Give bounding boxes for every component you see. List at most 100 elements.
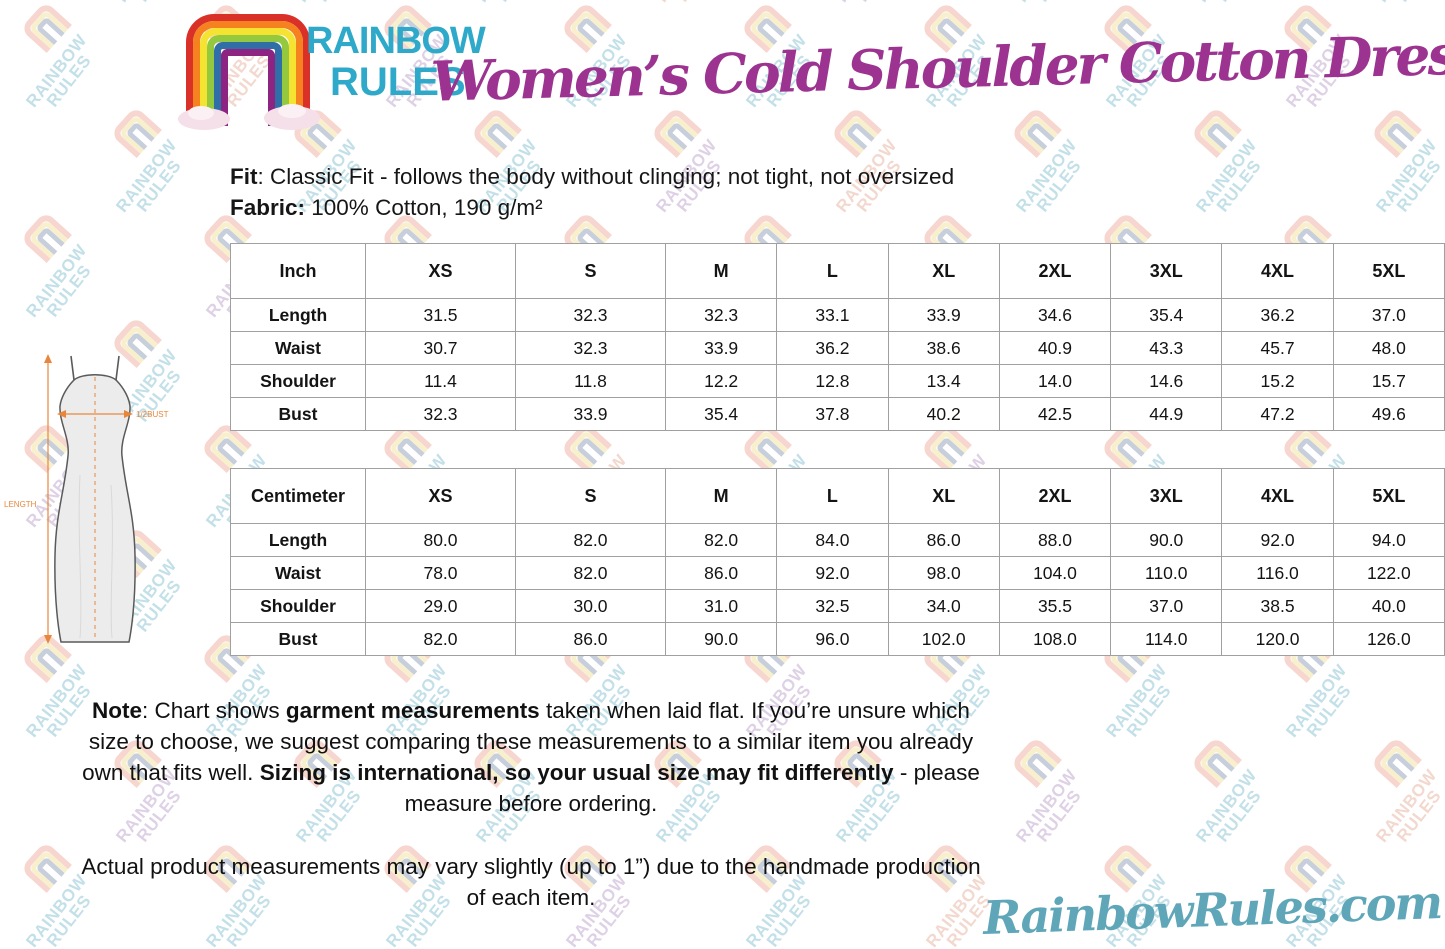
value-cell: 32.3 [515,298,666,332]
value-cell: 84.0 [776,523,889,557]
value-cell: 88.0 [998,523,1112,557]
size-header-cell: S [515,243,666,299]
value-cell: 35.4 [1110,298,1223,332]
row-label-cell: Bust [230,622,366,656]
value-cell: 86.0 [515,622,666,656]
value-cell: 36.2 [1221,298,1334,332]
value-cell: 114.0 [1110,622,1223,656]
size-header-cell: L [776,468,889,524]
value-cell: 104.0 [998,556,1112,590]
table-row: Waist 78.0 82.0 86.0 92.0 98.0 104.0 110.0 116.0… [230,556,1445,590]
value-cell: 34.6 [998,298,1112,332]
brand-name-line1: RAINBOW [306,20,486,62]
bust-label: 1/2BUST [136,410,169,419]
row-label-cell: Waist [230,331,366,365]
table-row: Bust 82.0 86.0 90.0 96.0 102.0 108.0 114.0 120.0… [230,622,1445,656]
value-cell: 33.1 [776,298,889,332]
size-header-cell: XL [887,243,1000,299]
value-cell: 78.0 [365,556,516,590]
value-cell: 30.7 [365,331,516,365]
value-cell: 98.0 [887,556,1000,590]
size-header-cell: 3XL [1110,243,1223,299]
value-cell: 82.0 [664,523,778,557]
value-cell: 12.8 [776,364,889,398]
value-cell: 82.0 [365,622,516,656]
size-table: Inch XS S M L XL 2XL 3XL 4XL 5XL Length 31.5 32.3 32.… [230,243,1445,431]
value-cell: 14.6 [1110,364,1223,398]
size-header-cell: M [664,243,778,299]
value-cell: 14.0 [998,364,1112,398]
value-cell: 90.0 [1110,523,1223,557]
value-cell: 32.3 [664,298,778,332]
value-cell: 86.0 [664,556,778,590]
size-header-cell: 5XL [1332,243,1445,299]
value-cell: 40.2 [887,397,1000,431]
value-cell: 82.0 [515,523,666,557]
value-cell: 122.0 [1332,556,1445,590]
row-label-cell: Length [230,298,366,332]
value-cell: 37.0 [1332,298,1445,332]
value-cell: 33.9 [887,298,1000,332]
value-cell: 15.7 [1332,364,1445,398]
size-header-cell: 5XL [1332,468,1445,524]
value-cell: 49.6 [1332,397,1445,431]
dress-diagram: LENGTH 1/2BUST [4,354,169,644]
size-table-inch: Inch XS S M L XL 2XL 3XL 4XL 5XL Length 31.5 32.3 32.… [230,243,1445,431]
value-cell: 37.0 [1110,589,1223,623]
value-cell: 116.0 [1221,556,1334,590]
size-header-cell: M [664,468,778,524]
size-header-cell: 2XL [998,468,1112,524]
value-cell: 45.7 [1221,331,1334,365]
value-cell: 35.5 [998,589,1112,623]
value-cell: 40.9 [998,331,1112,365]
value-cell: 11.8 [515,364,666,398]
value-cell: 32.3 [365,397,516,431]
size-header-cell: S [515,468,666,524]
value-cell: 82.0 [515,556,666,590]
value-cell: 42.5 [998,397,1112,431]
size-header-cell: 4XL [1221,468,1334,524]
fabric-line: Fabric: 100% Cotton, 190 g/m² [230,195,543,220]
size-header-cell: 4XL [1221,243,1334,299]
value-cell: 94.0 [1332,523,1445,557]
brand-name-line2: RULES [330,60,466,104]
value-cell: 31.0 [664,589,778,623]
value-cell: 80.0 [365,523,516,557]
bust-arrow [57,410,133,418]
value-cell: 33.9 [664,331,778,365]
value-cell: 110.0 [1110,556,1223,590]
rainbow-logo-icon [178,14,320,130]
table-row: Bust 32.3 33.9 35.4 37.8 40.2 42.5 44.9 47.2 49.6 [230,397,1445,431]
value-cell: 86.0 [887,523,1000,557]
value-cell: 34.0 [887,589,1000,623]
size-header-cell: XL [887,468,1000,524]
value-cell: 92.0 [1221,523,1334,557]
value-cell: 96.0 [776,622,889,656]
value-cell: 29.0 [365,589,516,623]
value-cell: 43.3 [1110,331,1223,365]
table-row: Shoulder 29.0 30.0 31.0 32.5 34.0 35.5 37.0 38.5… [230,589,1445,623]
size-header-cell: XS [365,468,516,524]
value-cell: 33.9 [515,397,666,431]
value-cell: 92.0 [776,556,889,590]
value-cell: 44.9 [1110,397,1223,431]
size-header-cell: 2XL [998,243,1112,299]
row-label-cell: Waist [230,556,366,590]
value-cell: 38.6 [887,331,1000,365]
product-description: Fit: Classic Fit - follows the body with… [230,161,954,223]
value-cell: 102.0 [887,622,1000,656]
value-cell: 30.0 [515,589,666,623]
value-cell: 13.4 [887,364,1000,398]
size-table: Centimeter XS S M L XL 2XL 3XL 4XL 5XL Length 80.0 8… [230,468,1445,656]
fit-line: Fit: Classic Fit - follows the body with… [230,164,955,189]
unit-header-cell: Inch [230,243,366,299]
table-row: Length 31.5 32.3 32.3 33.1 33.9 34.6 35.4 36.2 37… [230,298,1445,332]
